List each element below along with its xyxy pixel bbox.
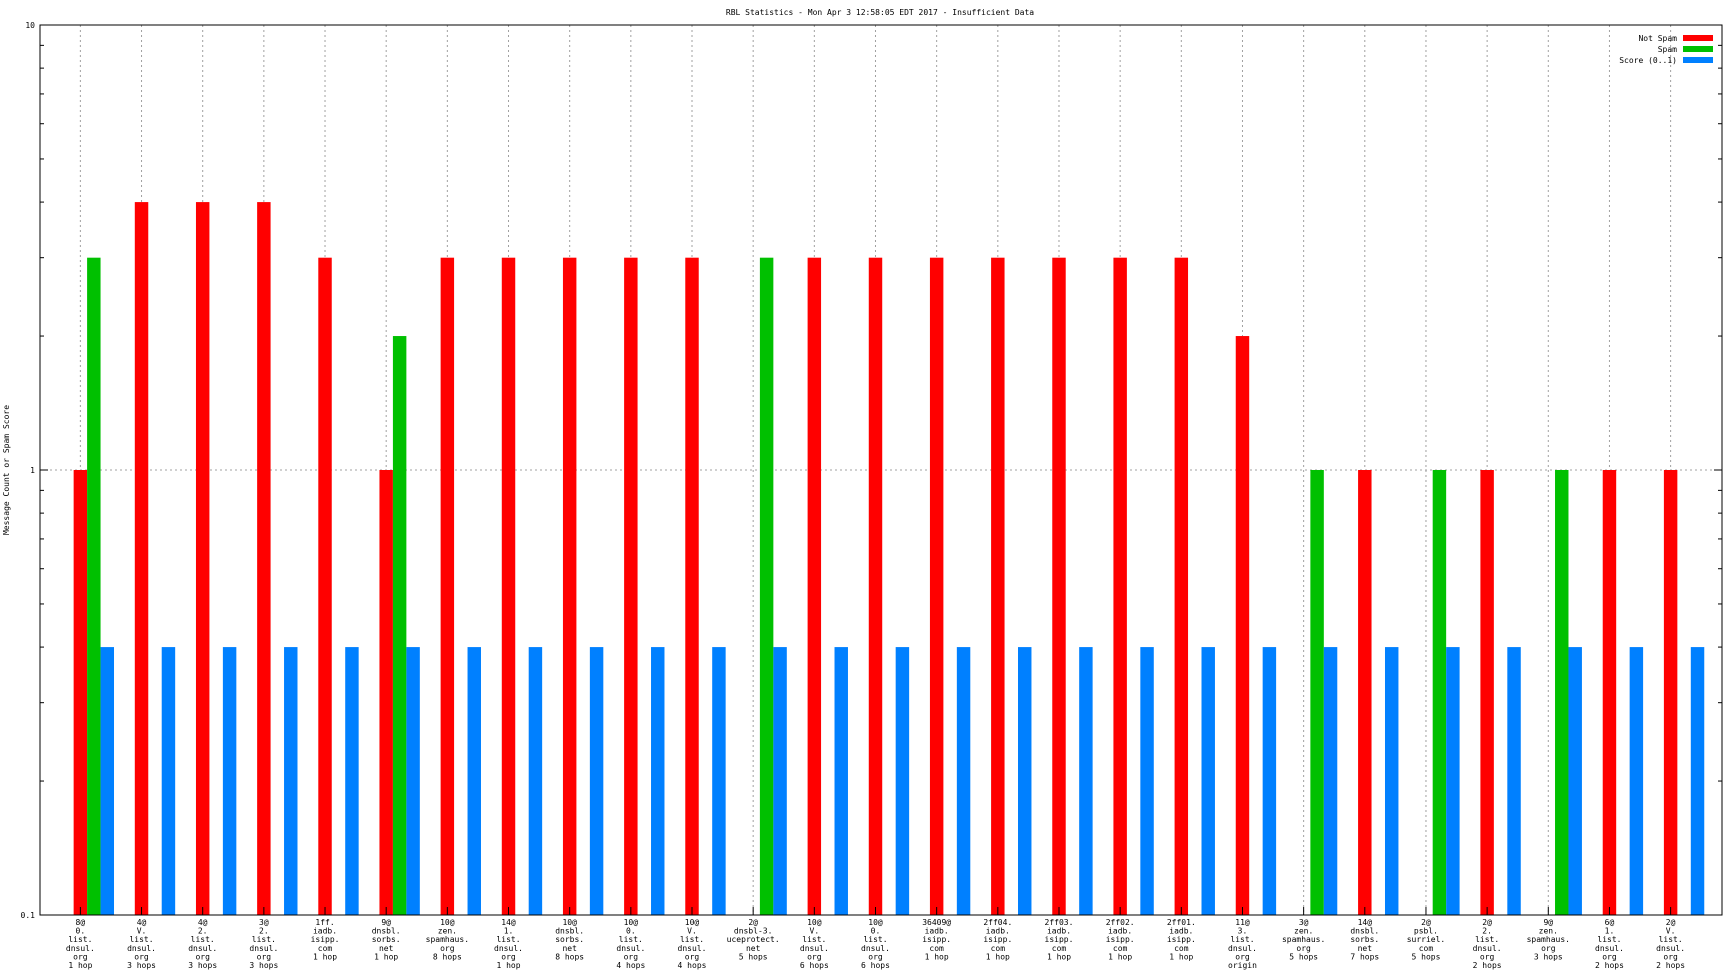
bars — [73, 202, 1705, 916]
bar-not-spam — [562, 257, 577, 915]
bar-score-0-1 — [1507, 647, 1521, 915]
x-tick-label: 14@ 1. list. dnsul. org 1 hop — [494, 918, 523, 970]
bar-score-0-1 — [589, 647, 604, 915]
legend-swatch — [1683, 57, 1713, 63]
x-tick-label: 2@ 2. list. dnsul. org 2 hops — [1473, 918, 1502, 970]
bar-not-spam — [1235, 336, 1250, 916]
x-tick-label: 2@ psbl. surriel. com 5 hops — [1407, 918, 1446, 961]
legend-swatch — [1683, 46, 1713, 52]
legend: Not Spam Spam Score (0..1) — [1619, 34, 1713, 65]
bar-score-0-1 — [1262, 647, 1277, 915]
x-tick-label: 1ff. iadb. isipp. com 1 hop — [311, 918, 340, 961]
bar-not-spam — [501, 257, 516, 915]
bar-score-0-1 — [528, 647, 543, 915]
bar-score-0-1 — [161, 647, 176, 915]
bar-score-0-1 — [345, 647, 359, 915]
x-tick-label: 10@ V. list. dnsul. org 4 hops — [678, 918, 707, 970]
bar-score-0-1 — [1446, 647, 1460, 915]
bar-score-0-1 — [1629, 647, 1644, 915]
bar-score-0-1 — [467, 647, 481, 915]
x-tick-label: 8@ 0. list. dnsul. org 1 hop — [66, 918, 95, 970]
x-tick-label: 14@ dnsbl. sorbs. net 7 hops — [1350, 918, 1379, 961]
bar-score-0-1 — [1140, 647, 1154, 915]
bar-not-spam — [257, 202, 271, 915]
bar-not-spam — [318, 257, 332, 915]
bar-not-spam — [195, 202, 210, 915]
bar-score-0-1 — [1384, 647, 1399, 915]
bar-spam — [759, 257, 774, 915]
legend-swatch — [1683, 35, 1713, 41]
x-tick-label: 10@ dnsbl. sorbs. net 8 hops — [555, 918, 584, 961]
bar-not-spam — [991, 257, 1005, 915]
bar-not-spam — [379, 470, 393, 915]
y-tick-label: 0.1 — [21, 911, 36, 920]
bar-score-0-1 — [651, 647, 665, 915]
bar-score-0-1 — [895, 647, 910, 915]
x-tick-label: 4@ V. list. dnsul. org 3 hops — [127, 918, 156, 970]
bar-not-spam — [1663, 470, 1678, 915]
bar-not-spam — [134, 202, 149, 915]
x-tick-label: 9@ zen. spamhaus. org 3 hops — [1527, 918, 1570, 961]
bar-not-spam — [929, 257, 944, 915]
bar-score-0-1 — [1690, 647, 1705, 915]
bar-spam — [392, 336, 407, 916]
bar-score-0-1 — [956, 647, 971, 915]
bar-score-0-1 — [712, 647, 726, 915]
bar-score-0-1 — [1079, 647, 1093, 915]
y-ticks: 0.1 1 10 — [21, 21, 1722, 920]
x-tick-label: 6@ 1. list. dnsul. org 2 hops — [1595, 918, 1624, 970]
x-tick-label: 11@ 3. list. dnsul. org origin — [1228, 918, 1257, 970]
bar-score-0-1 — [100, 647, 115, 915]
bar-not-spam — [868, 257, 883, 915]
bar-spam — [1432, 470, 1447, 915]
bar-not-spam — [685, 257, 699, 915]
bar-not-spam — [440, 257, 455, 915]
bar-not-spam — [624, 257, 638, 915]
bar-not-spam — [73, 470, 88, 915]
bar-score-0-1 — [834, 647, 848, 915]
bar-score-0-1 — [222, 647, 237, 915]
legend-label: Score (0..1) — [1619, 56, 1677, 65]
x-tick-labels: 8@ 0. list. dnsul. org 1 hop 4@ V. list. dnsul. or… — [66, 918, 1685, 970]
x-tick-label: 3@ zen. spamhaus. org 5 hops — [1282, 918, 1325, 961]
x-tick-label: 2ff03. iadb. isipp. com 1 hop — [1045, 918, 1074, 961]
chart-title: RBL Statistics - Mon Apr 3 12:58:05 EDT … — [726, 8, 1034, 17]
bar-score-0-1 — [1018, 647, 1032, 915]
bar-score-0-1 — [406, 647, 420, 915]
y-axis-label: Message Count or Spam Score — [2, 405, 11, 535]
bar-not-spam — [1358, 470, 1372, 915]
x-tick-label: 4@ 2. list. dnsul. org 3 hops — [188, 918, 217, 970]
x-tick-label: 36409@ iadb. isipp. com 1 hop — [922, 918, 951, 961]
x-tick-label: 10@ 0. list. dnsul. org 6 hops — [861, 918, 890, 970]
x-tick-label: 10@ V. list. dnsul. org 6 hops — [800, 918, 829, 970]
bar-spam — [1310, 470, 1324, 915]
bar-not-spam — [1602, 470, 1617, 915]
bar-spam — [1555, 470, 1569, 915]
x-tick-label: 2@ dnsbl-3. uceprotect. net 5 hops — [727, 918, 780, 961]
x-tick-label: 9@ dnsbl. sorbs. net 1 hop — [372, 918, 401, 961]
bar-score-0-1 — [1201, 647, 1215, 915]
bar-not-spam — [1113, 257, 1127, 915]
bar-not-spam — [1052, 257, 1066, 915]
legend-label: Not Spam — [1638, 34, 1677, 43]
bar-not-spam — [1480, 470, 1494, 915]
bar-score-0-1 — [1568, 647, 1582, 915]
bar-not-spam — [807, 257, 822, 915]
bar-score-0-1 — [773, 647, 787, 915]
y-tick-label: 1 — [30, 466, 35, 475]
x-tick-label: 2ff04. iadb. isipp. com 1 hop — [983, 918, 1012, 961]
x-tick-label: 2@ V. list. dnsul. org 2 hops — [1656, 918, 1685, 970]
bar-not-spam — [1174, 257, 1189, 915]
x-tick-label: 10@ 0. list. dnsul. org 4 hops — [616, 918, 645, 970]
bar-spam — [87, 257, 101, 915]
x-tick-label: 2ff01. iadb. isipp. com 1 hop — [1167, 918, 1196, 961]
x-tick-label: 3@ 2. list. dnsul. org 3 hops — [249, 918, 278, 970]
y-tick-label: 10 — [25, 21, 35, 30]
x-tick-label: 10@ zen. spamhaus. org 8 hops — [426, 918, 469, 961]
legend-label: Spam — [1658, 45, 1677, 54]
bar-score-0-1 — [1323, 647, 1338, 915]
bar-score-0-1 — [284, 647, 298, 915]
x-tick-label: 2ff02. iadb. isipp. com 1 hop — [1106, 918, 1135, 961]
